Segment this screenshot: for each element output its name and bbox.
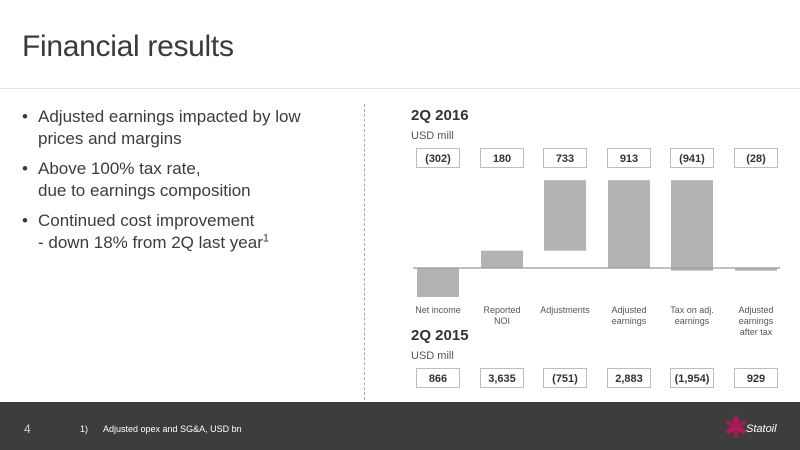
bullet-item: Adjusted earnings impacted by low prices…	[22, 106, 352, 150]
logo-petal	[736, 420, 747, 428]
waterfall-bar	[671, 180, 713, 271]
value-label: (941)	[670, 148, 714, 168]
bullet-line: Above 100% tax rate,	[38, 159, 201, 178]
category-label-line: Adjustments	[540, 305, 590, 315]
comparison-title: 2Q 2015	[411, 327, 469, 344]
title-divider	[0, 88, 800, 89]
category-label: Reported NOI	[473, 305, 531, 327]
waterfall-bar	[417, 268, 459, 298]
value-label: 866	[416, 368, 460, 388]
value-label: 180	[480, 148, 524, 168]
bullet-item: Continued cost improvement - down 18% fr…	[22, 210, 352, 254]
waterfall-bar	[608, 180, 650, 268]
chart-unit: USD mill	[411, 130, 454, 142]
value-label: 929	[734, 368, 778, 388]
value-label: (302)	[416, 148, 460, 168]
bullet-line: prices and margins	[38, 129, 182, 148]
value-label: (751)	[543, 368, 587, 388]
statoil-logo-icon	[725, 415, 747, 439]
category-label: Adjusted earnings	[600, 305, 658, 327]
comparison-unit: USD mill	[411, 350, 454, 362]
bullet-list: Adjusted earnings impacted by low prices…	[22, 106, 352, 262]
value-label: 913	[607, 148, 651, 168]
category-label-line: after tax	[739, 327, 773, 337]
logo-petal	[733, 427, 739, 439]
waterfall-bar	[544, 180, 586, 251]
footer-bar: 4 1) Adjusted opex and SG&A, USD bn Stat…	[0, 402, 800, 450]
logo-petal	[736, 426, 747, 434]
value-label: 2,883	[607, 368, 651, 388]
waterfall-chart	[413, 180, 780, 298]
slide-title: Financial results	[22, 30, 234, 63]
category-label-line: Tax on adj.	[670, 305, 714, 315]
category-label-line: Adjusted	[611, 305, 647, 315]
category-label-line: NOI	[493, 316, 510, 326]
bullet-line: - down 18% from 2Q last year	[38, 233, 263, 252]
logo-text: Statoil	[746, 423, 777, 435]
logo-petal	[725, 426, 736, 434]
category-label-line: Net income	[415, 305, 461, 315]
chart-title: 2Q 2016	[411, 107, 469, 124]
bullet-line: Adjusted earnings impacted by low	[38, 107, 301, 126]
vertical-divider	[364, 104, 365, 400]
category-label-line: earnings	[611, 316, 647, 326]
logo-petal	[733, 415, 739, 427]
bullet-line: Continued cost improvement	[38, 211, 255, 230]
category-label: Tax on adj. earnings	[663, 305, 721, 327]
bullet-line: due to earnings composition	[38, 181, 251, 200]
value-label: 733	[543, 148, 587, 168]
category-label: Adjusted earnings after tax	[727, 305, 785, 338]
page-number: 4	[24, 422, 31, 436]
category-label-line: earnings	[738, 316, 774, 326]
category-label-line: Reported	[483, 305, 521, 315]
category-label-line: Adjusted	[738, 305, 774, 315]
footnote: 1) Adjusted opex and SG&A, USD bn	[80, 424, 242, 434]
category-label: Net income	[409, 305, 467, 316]
value-label: 3,635	[480, 368, 524, 388]
value-label: (28)	[734, 148, 778, 168]
waterfall-bar	[735, 268, 777, 271]
value-label: (1,954)	[670, 368, 714, 388]
waterfall-bar	[481, 250, 523, 268]
category-label: Adjustments	[536, 305, 594, 316]
logo-petal	[725, 420, 736, 428]
footnote-ref: 1	[262, 232, 269, 245]
category-label-line: earnings	[674, 316, 710, 326]
bullet-item: Above 100% tax rate, due to earnings com…	[22, 158, 352, 202]
